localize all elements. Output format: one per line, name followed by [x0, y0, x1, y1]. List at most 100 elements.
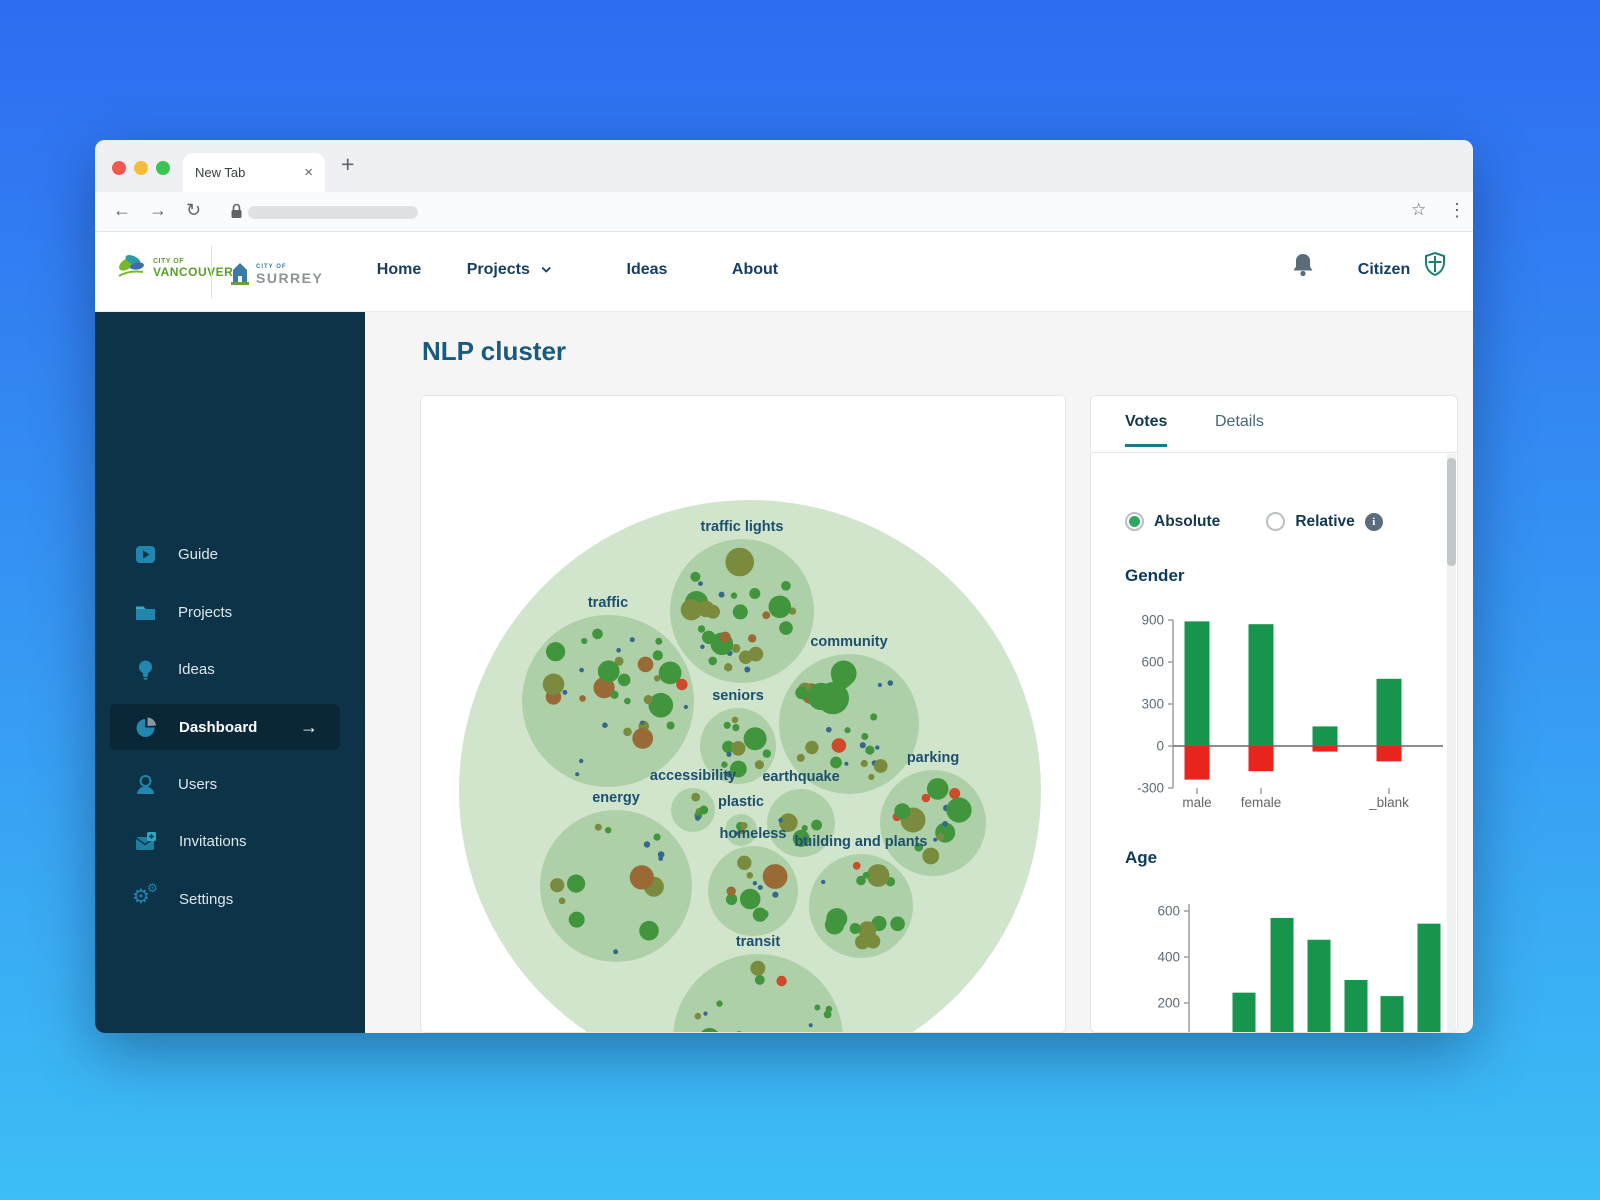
- sidebar-item-dashboard[interactable]: Dashboard →: [110, 704, 340, 750]
- nlp-bubble-chart[interactable]: traffic lights traffic community seniors acc…: [421, 396, 1065, 1032]
- svg-text:building and plants: building and plants: [795, 834, 928, 850]
- vote-mode-radios: Absolute Relative i: [1125, 512, 1383, 531]
- guide-play-icon: [136, 545, 155, 563]
- tab-votes[interactable]: Votes: [1125, 413, 1168, 447]
- svg-text:400: 400: [1157, 950, 1180, 965]
- svg-text:traffic lights: traffic lights: [701, 519, 784, 535]
- sidebar-item-label: Invitations: [179, 832, 247, 850]
- sidebar-item-label: Users: [178, 775, 218, 793]
- svg-text:seniors: seniors: [712, 688, 764, 704]
- arrow-right-icon: →: [300, 716, 318, 737]
- chevron-down-icon: [541, 266, 551, 273]
- surrey-logo-line1: CITY OF: [256, 264, 287, 270]
- svg-text:earthquake: earthquake: [762, 769, 839, 785]
- svg-text:-300: -300: [1137, 781, 1164, 796]
- sidebar-item-projects[interactable]: Projects: [110, 589, 340, 635]
- gender-bar-chart[interactable]: 900 600 300 0 -300 male female _blank: [1101, 604, 1449, 816]
- votes-panel: Votes Details Absolute Relative i Gender…: [1090, 395, 1458, 1033]
- surrey-logo[interactable]: CITY OF SURREY: [229, 256, 323, 286]
- sidebar-item-label: Guide: [178, 545, 219, 563]
- folder-icon: [136, 606, 155, 620]
- svg-text:300: 300: [1141, 697, 1164, 712]
- pie-chart-icon: [136, 717, 156, 737]
- back-icon[interactable]: ←: [113, 200, 131, 220]
- tab-details[interactable]: Details: [1215, 413, 1264, 430]
- page-title: NLP cluster: [422, 336, 567, 366]
- nav-projects[interactable]: Projects: [467, 261, 552, 279]
- maximize-window-button[interactable]: [156, 161, 170, 175]
- sidebar-item-settings[interactable]: ⚙ ⚙ Settings: [110, 876, 340, 922]
- absolute-radio-label: Absolute: [1154, 512, 1221, 530]
- age-chart-title: Age: [1125, 848, 1158, 867]
- panel-scrollbar-track[interactable]: [1447, 454, 1456, 1032]
- tab-title: New Tab: [195, 165, 246, 180]
- nav-home[interactable]: Home: [376, 261, 422, 278]
- panel-scrollbar-thumb[interactable]: [1447, 458, 1456, 566]
- vancouver-logo-line2: VANCOUVER: [153, 264, 234, 279]
- gender-chart-title: Gender: [1125, 566, 1185, 585]
- svg-text:homeless: homeless: [720, 826, 787, 842]
- bookmark-star-icon[interactable]: ☆: [1411, 200, 1427, 219]
- sidebar-item-invitations[interactable]: Invitations: [110, 818, 340, 864]
- minimize-window-button[interactable]: [134, 161, 148, 175]
- sidebar-item-guide[interactable]: Guide: [110, 531, 340, 577]
- nlp-cluster-card: traffic lights traffic community seniors acc…: [420, 395, 1066, 1033]
- svg-text:community: community: [810, 634, 887, 650]
- forward-icon[interactable]: →: [149, 200, 167, 220]
- svg-text:900: 900: [1141, 613, 1164, 628]
- gear-icon: ⚙ ⚙: [132, 881, 158, 908]
- shield-icon: [1423, 251, 1447, 283]
- panel-divider: [1091, 452, 1457, 453]
- relative-radio-label: Relative: [1295, 512, 1355, 530]
- user-icon: [137, 774, 154, 794]
- new-tab-icon[interactable]: +: [341, 151, 355, 177]
- browser-window: New Tab × + ← → ↻ ☆ ⋮ CITY OF VANCOUVER: [95, 140, 1473, 1033]
- main-content: NLP cluster traffic lights traffic communi…: [365, 312, 1473, 1033]
- nav-about[interactable]: About: [731, 261, 779, 278]
- vancouver-leaf-icon: [118, 255, 144, 277]
- vancouver-logo[interactable]: CITY OF VANCOUVER: [115, 250, 233, 286]
- notifications-bell-icon[interactable]: [1290, 251, 1316, 284]
- svg-text:600: 600: [1157, 904, 1180, 919]
- svg-text:energy: energy: [592, 790, 640, 806]
- browser-tab-strip: New Tab × +: [95, 140, 1473, 192]
- sidebar-item-label: Settings: [179, 890, 234, 908]
- reload-icon[interactable]: ↻: [186, 200, 202, 220]
- sidebar-item-label: Ideas: [178, 660, 215, 678]
- surrey-building-icon: [231, 263, 249, 285]
- svg-text:200: 200: [1157, 996, 1180, 1011]
- svg-text:0: 0: [1156, 739, 1164, 754]
- svg-text:accessibility: accessibility: [650, 768, 736, 784]
- tab-close-icon[interactable]: ×: [304, 164, 313, 181]
- svg-text:_blank: _blank: [1368, 795, 1409, 810]
- sidebar: Guide Projects Ideas Dashboard →: [95, 312, 365, 1033]
- sidebar-item-label: Projects: [178, 603, 233, 621]
- address-bar[interactable]: [248, 206, 418, 219]
- svg-text:traffic: traffic: [588, 595, 628, 611]
- lightbulb-icon: [139, 660, 152, 680]
- lock-icon: [230, 203, 243, 225]
- app-header: CITY OF VANCOUVER CITY OF SURREY Home Pr…: [95, 232, 1473, 312]
- surrey-logo-line2: SURREY: [256, 270, 324, 286]
- absolute-radio[interactable]: [1125, 512, 1144, 531]
- sidebar-item-users[interactable]: Users: [110, 761, 340, 807]
- age-bar-chart[interactable]: 600 400 200: [1101, 884, 1451, 1033]
- info-icon[interactable]: i: [1364, 512, 1383, 531]
- logo-divider: [211, 246, 212, 298]
- sidebar-item-label: Dashboard: [179, 718, 258, 736]
- envelope-plus-icon: [135, 831, 156, 850]
- svg-text:female: female: [1241, 795, 1282, 810]
- browser-toolbar: ← → ↻ ☆ ⋮: [95, 192, 1473, 232]
- vancouver-logo-line1: CITY OF: [153, 257, 184, 265]
- nav-ideas[interactable]: Ideas: [626, 261, 668, 278]
- svg-text:male: male: [1182, 795, 1211, 810]
- close-window-button[interactable]: [112, 161, 126, 175]
- browser-menu-icon[interactable]: ⋮: [1448, 200, 1466, 220]
- relative-radio[interactable]: [1266, 512, 1286, 531]
- sidebar-item-ideas[interactable]: Ideas: [110, 646, 340, 692]
- svg-text:parking: parking: [907, 750, 959, 766]
- user-menu[interactable]: Citizen: [1357, 261, 1411, 278]
- browser-tab[interactable]: New Tab ×: [183, 153, 325, 192]
- svg-text:600: 600: [1141, 655, 1164, 670]
